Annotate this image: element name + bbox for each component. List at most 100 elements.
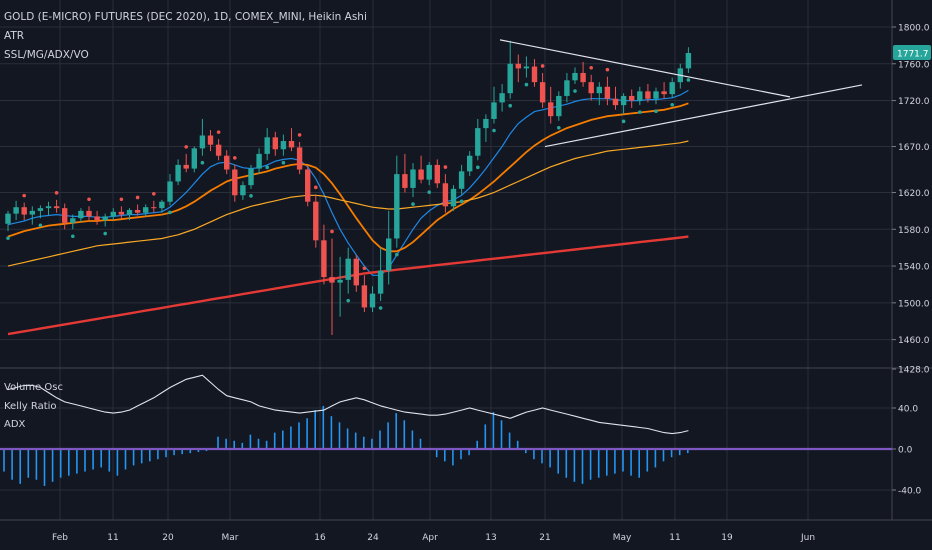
ssl-dot — [443, 165, 448, 169]
ssl-dot — [492, 128, 496, 133]
candle-body — [604, 86, 611, 99]
time-tick-label: Feb — [52, 533, 68, 543]
ssl-dot — [184, 145, 188, 149]
trendlines — [499, 39, 863, 148]
ssl-dot — [135, 195, 140, 200]
ssl-dot — [22, 193, 27, 198]
candle-body — [272, 137, 278, 150]
candle-body — [539, 82, 546, 103]
candle-body — [620, 95, 627, 106]
ssl-dot — [281, 160, 286, 165]
candle-body — [134, 209, 141, 213]
candle-body — [5, 213, 11, 224]
ssl-dot — [638, 110, 642, 114]
candle-body — [418, 169, 424, 180]
ssl-dot — [216, 130, 221, 134]
lower-pane — [0, 374, 892, 486]
candle-body — [507, 63, 513, 94]
candle-body — [580, 72, 586, 83]
candle-body — [402, 174, 408, 188]
ssl-dot — [200, 160, 205, 165]
candle-body — [118, 211, 125, 215]
ssl-dot — [362, 266, 367, 271]
candle-body — [588, 82, 594, 94]
ssl-dot — [395, 252, 399, 257]
ssl-dot — [670, 102, 674, 107]
candle-body — [491, 102, 497, 119]
ssl-dot — [6, 236, 10, 240]
ssl-dot — [605, 67, 610, 72]
price-tick-label: 1620.0 — [898, 189, 930, 199]
candle-body — [450, 188, 457, 207]
price-tick-label: 1540.0 — [898, 263, 930, 273]
candle-body — [29, 210, 35, 215]
lower-label-adx: ADX — [4, 419, 26, 430]
ssl-dot — [573, 89, 577, 93]
candle-body — [531, 66, 538, 83]
time-tick-label: 24 — [367, 533, 379, 543]
candle-body — [264, 137, 270, 154]
candle-body — [629, 95, 635, 101]
candle-body — [126, 209, 133, 215]
ssl-dot — [557, 125, 561, 130]
candle-body — [78, 210, 84, 219]
time-tick-label: May — [613, 533, 632, 543]
time-tick-label: 21 — [539, 533, 550, 543]
candle-body — [62, 208, 68, 223]
ssl-dot — [524, 82, 529, 87]
candle-body — [305, 169, 311, 202]
candle-body — [434, 164, 440, 184]
lower-tick-label: 0.0 — [898, 446, 913, 456]
indicator-label-ssl: SSL/MG/ADX/VO — [4, 49, 89, 61]
last-price-label: 1771.7 — [897, 50, 929, 60]
candle-body — [199, 135, 206, 149]
trendline-lower[interactable] — [544, 84, 863, 148]
price-tick-label: 1580.0 — [898, 226, 930, 236]
candle-body — [661, 91, 667, 95]
candle-body — [53, 206, 60, 209]
candle-body — [143, 207, 149, 213]
candle-body — [669, 82, 675, 95]
candle-body — [21, 207, 27, 215]
ma-orange-line — [7, 102, 689, 253]
price-tick-label: 1720.0 — [898, 97, 930, 107]
ssl-dot — [119, 197, 124, 202]
grid — [0, 0, 932, 521]
last-price-badge — [893, 45, 931, 61]
trendline-upper[interactable] — [499, 39, 791, 98]
lower-tick-label: 40.0 — [898, 405, 918, 415]
candles — [5, 40, 692, 336]
ssl-dot — [427, 190, 432, 194]
candle-body — [240, 185, 246, 196]
candle-body — [232, 169, 238, 196]
ssl-dot — [297, 133, 302, 137]
candle-body — [102, 216, 108, 221]
ssl-dot — [152, 191, 156, 196]
candle-body — [386, 238, 392, 271]
ssl-dot — [476, 165, 480, 170]
candle-body — [556, 95, 562, 117]
ssl-dot — [459, 199, 464, 204]
time-tick-label: Apr — [422, 533, 438, 543]
chart-title: GOLD (E-MICRO) FUTURES (DEC 2020), 1D, C… — [4, 11, 367, 23]
candle-body — [353, 258, 359, 286]
candle-body — [483, 118, 489, 129]
candle-body — [296, 147, 303, 170]
candle-body — [183, 164, 189, 169]
candle-body — [523, 66, 530, 69]
candle-body — [45, 206, 52, 209]
candle-body — [337, 279, 343, 283]
price-tick-label: 1460.0 — [898, 336, 930, 346]
candle-body — [596, 86, 602, 94]
candle-body — [645, 91, 651, 99]
candle-body — [361, 285, 368, 308]
candle-body — [442, 183, 449, 207]
candle-body — [175, 164, 181, 182]
candle-body — [458, 171, 465, 189]
ssl-dot — [54, 191, 59, 195]
ssl-dot — [38, 223, 43, 228]
price-tick-label: 1500.0 — [898, 299, 930, 309]
candle-body — [256, 153, 262, 169]
ssl-dot — [330, 229, 334, 234]
